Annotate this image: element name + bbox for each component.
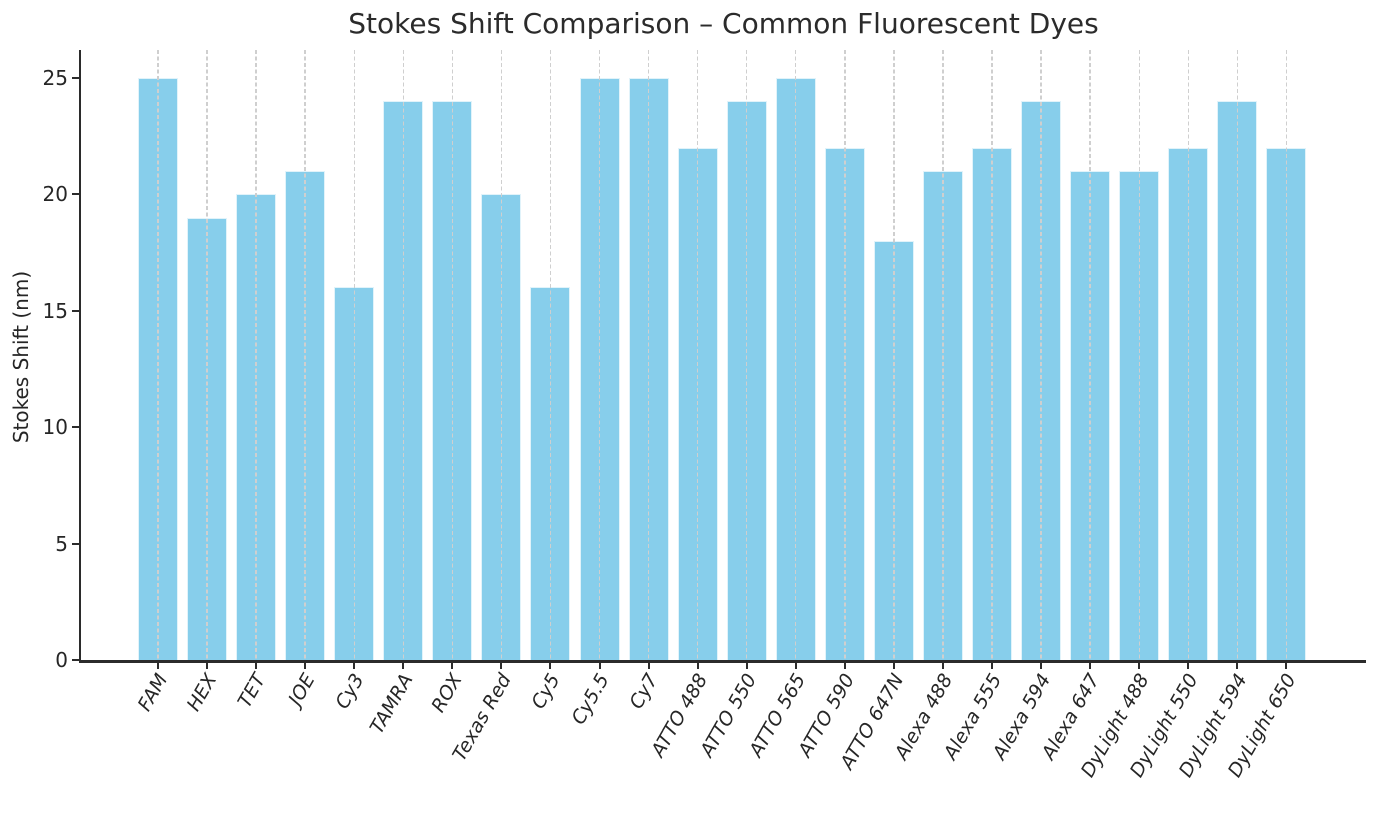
y-tick-mark [72,659,79,661]
y-tick-label: 0 [55,648,68,672]
gridline [255,50,257,660]
x-tick-label: ROX [427,670,467,717]
y-tick-mark [72,76,79,79]
x-tick-label: JOE [283,670,320,710]
x-tick-mark [1236,663,1239,669]
x-tick-mark [1285,663,1288,669]
gridline [1236,50,1238,660]
gridline [1089,50,1091,660]
y-axis-spine [79,50,81,660]
y-tick-mark [72,193,79,196]
y-tick-label: 10 [42,415,68,440]
x-tick-mark [991,663,994,669]
y-tick-mark [72,542,79,545]
gridline [451,50,454,660]
x-tick-mark [794,663,797,669]
gridline [549,50,552,660]
x-tick-mark [353,663,356,669]
x-tick-mark [304,663,307,669]
x-tick-mark [892,663,895,669]
gridline [1187,50,1189,660]
gridline [991,50,993,660]
x-tick-mark [598,663,601,669]
y-tick-label: 20 [42,182,68,207]
x-axis-spine [79,660,1366,663]
x-tick-label: Cy5.5 [567,670,614,729]
gridline [157,50,159,660]
x-tick-mark [843,663,846,669]
gridline [647,50,650,660]
gridline [353,50,355,660]
x-tick-mark [206,663,209,669]
x-tick-mark [1187,663,1190,669]
x-tick-label: HEX [182,670,222,716]
plot-area: 0 5 10 15 20 25 FAM HEX TET JOE Cy3 TAMRA ROX Texas R… [43,50,1366,781]
gridline [844,50,846,660]
gridline [304,50,306,660]
gridline [1138,50,1140,660]
x-tick-mark [255,663,258,669]
x-tick-label: FAM [133,670,173,715]
x-tick-mark [1040,663,1043,669]
x-tick-mark [549,663,552,669]
y-tick-label: 25 [42,65,68,90]
chart-title: Stokes Shift Comparison – Common Fluores… [348,7,1099,40]
x-tick-label: Cy5 [527,670,565,713]
gridline [500,50,503,660]
x-tick-mark [941,663,944,669]
x-tick-mark [647,663,650,669]
gridline [942,50,944,660]
x-tick-mark [500,663,503,669]
gridline [402,50,404,660]
gridline [598,50,601,660]
x-tick-label: TET [233,670,271,712]
x-tick-mark [157,663,159,669]
x-tick-mark [451,663,454,669]
x-tick-label: TAMRA [365,670,418,738]
y-tick-mark [72,309,79,312]
gridline [1040,50,1042,660]
x-tick-mark [1089,663,1092,669]
x-tick-mark [745,663,748,669]
y-tick-label: 15 [42,298,68,323]
y-tick-mark [72,426,79,429]
y-tick-label: 5 [55,531,68,556]
x-tick-label: Cy7 [625,670,663,713]
x-tick-mark [696,663,699,669]
x-tick-label: Cy3 [330,670,369,713]
gridline [746,50,748,660]
gridline [795,50,797,660]
gridline [1285,50,1288,660]
x-tick-mark [1138,663,1141,669]
gridline [893,50,895,660]
gridline [206,50,208,660]
gridline [696,50,699,660]
x-tick-mark [402,663,405,669]
